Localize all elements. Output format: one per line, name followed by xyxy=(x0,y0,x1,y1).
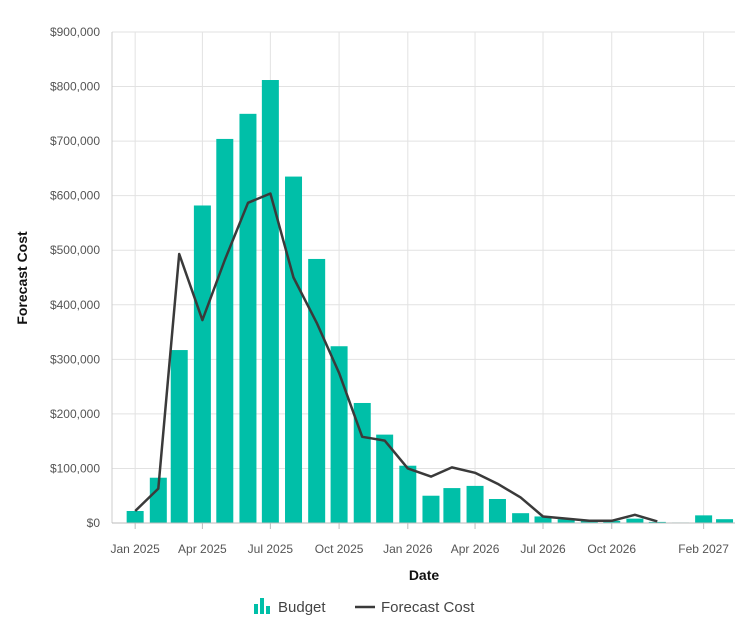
budget-bar xyxy=(422,495,440,523)
budget-bar xyxy=(716,519,734,523)
budget-bar xyxy=(376,434,394,523)
budget-bar xyxy=(193,205,211,523)
x-tick-label: Feb 2027 xyxy=(678,542,729,556)
budget-bar xyxy=(285,176,303,524)
budget-bar xyxy=(170,350,188,523)
budget-bar xyxy=(626,518,644,523)
legend-label-forecast-cost: Forecast Cost xyxy=(381,599,475,616)
budget-bar xyxy=(534,516,552,523)
x-tick-label: Jul 2026 xyxy=(520,542,566,556)
x-tick-label: Apr 2026 xyxy=(451,542,500,556)
budget-bar xyxy=(239,113,257,523)
y-tick-label: $700,000 xyxy=(50,134,100,148)
y-tick-labels: $0 $100,000 $200,000 $300,000 $400,000 $500,0… xyxy=(50,25,100,530)
budget-bar xyxy=(216,138,234,523)
y-tick-label: $400,000 xyxy=(50,298,100,312)
legend[interactable]: Budget Forecast Cost xyxy=(254,598,475,616)
budget-bar xyxy=(695,515,713,523)
y-tick-label: $500,000 xyxy=(50,243,100,257)
budget-bar xyxy=(126,510,144,523)
y-tick-label: $100,000 xyxy=(50,461,100,475)
y-tick-label: $600,000 xyxy=(50,189,100,203)
bar-chart-icon xyxy=(254,598,270,614)
budget-bar xyxy=(443,488,461,523)
y-tick-label: $900,000 xyxy=(50,25,100,39)
budget-bar xyxy=(488,498,506,523)
budget-bars xyxy=(126,80,734,524)
y-axis-title: Forecast Cost xyxy=(14,231,30,325)
x-tick-label: Oct 2025 xyxy=(315,542,364,556)
axes xyxy=(111,32,735,529)
budget-bar xyxy=(308,258,326,523)
y-tick-label: $300,000 xyxy=(50,352,100,366)
budget-bar xyxy=(466,485,484,523)
budget-bar xyxy=(512,513,530,523)
legend-label-budget: Budget xyxy=(278,599,326,616)
budget-bar xyxy=(648,521,666,523)
legend-item-budget[interactable]: Budget xyxy=(254,598,326,616)
y-tick-label: $0 xyxy=(87,516,101,530)
x-tick-label: Oct 2026 xyxy=(587,542,636,556)
budget-bar xyxy=(353,402,371,523)
x-tick-label: Jul 2025 xyxy=(248,542,294,556)
x-axis-title: Date xyxy=(409,567,440,583)
budget-bar xyxy=(557,519,575,523)
x-tick-label: Apr 2025 xyxy=(178,542,227,556)
budget-bar xyxy=(330,346,348,523)
legend-item-forecast-cost[interactable]: Forecast Cost xyxy=(355,599,475,616)
x-tick-labels: Jan 2025 Apr 2025 Jul 2025 Oct 2025 Jan 2026… xyxy=(110,542,729,556)
y-tick-label: $200,000 xyxy=(50,407,100,421)
budget-bar xyxy=(399,465,417,523)
budget-bar xyxy=(149,477,167,523)
y-tick-label: $800,000 xyxy=(50,80,100,94)
x-tick-label: Jan 2026 xyxy=(383,542,433,556)
budget-bar xyxy=(261,80,279,524)
forecast-line-layer xyxy=(134,192,658,523)
x-tick-label: Jan 2025 xyxy=(110,542,160,556)
forecast-cost-line xyxy=(134,192,658,523)
